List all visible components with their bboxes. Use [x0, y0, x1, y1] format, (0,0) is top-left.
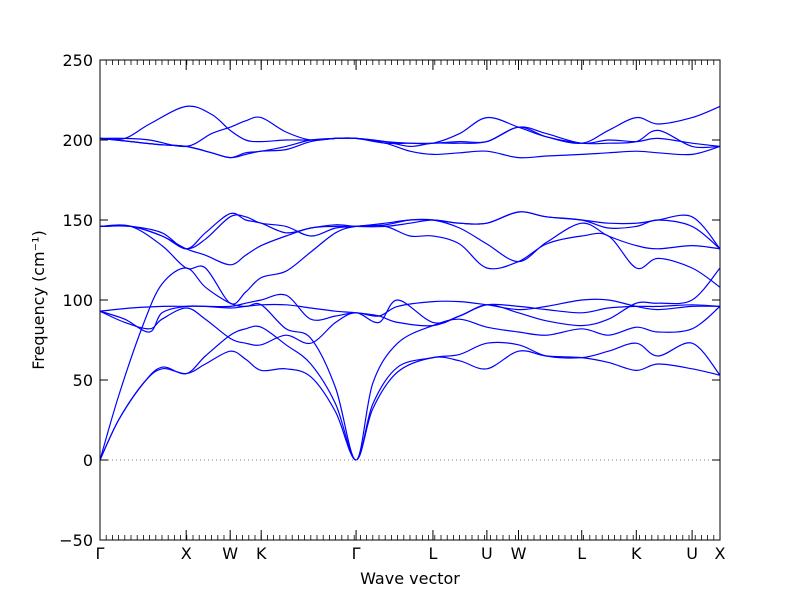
y-tick-label: 50 [73, 371, 93, 390]
x-tick-label: U [686, 544, 698, 563]
x-tick-label: U [481, 544, 493, 563]
x-tick-label: K [631, 544, 642, 563]
band-9 [99, 211, 721, 250]
phonon-bands [99, 105, 721, 461]
y-tick-label: 100 [62, 291, 93, 310]
band-6 [99, 303, 721, 327]
x-tick-label: X [715, 544, 726, 563]
x-tick-label: Γ [96, 544, 105, 563]
band-4 [99, 267, 721, 346]
band-8 [99, 218, 721, 266]
x-tick-label: K [256, 544, 267, 563]
x-tick-label: X [181, 544, 192, 563]
band-10 [99, 211, 721, 250]
x-tick-label: Γ [352, 544, 361, 563]
x-tick-label: W [222, 544, 238, 563]
y-tick-label: 250 [62, 51, 93, 70]
band-2 [99, 325, 721, 461]
x-tick-label: L [577, 544, 586, 563]
y-tick-label: 200 [62, 131, 93, 150]
x-tick-label: L [428, 544, 437, 563]
y-axis-label: Frequency (cm⁻¹) [29, 230, 48, 369]
band-14 [99, 116, 721, 148]
x-axis-label: Wave vector [360, 569, 460, 588]
y-tick-label: 0 [83, 451, 93, 470]
y-tick-label: 150 [62, 211, 93, 230]
x-tick-label: W [511, 544, 527, 563]
plot-frame [99, 59, 721, 541]
y-tick-label: −50 [59, 531, 93, 550]
band-13 [99, 105, 721, 145]
minor-ticks [99, 60, 721, 540]
